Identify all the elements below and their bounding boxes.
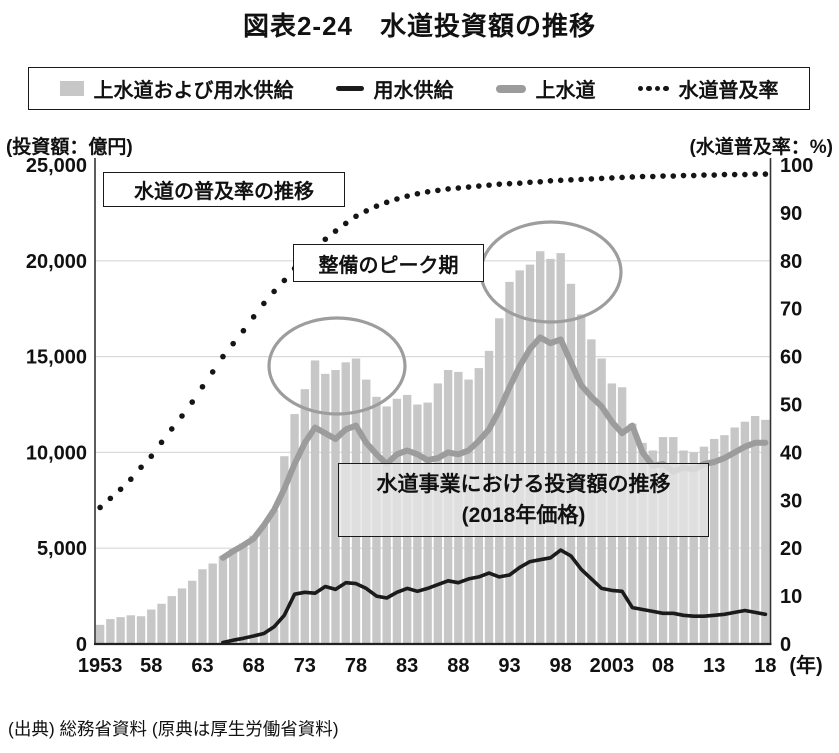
svg-text:58: 58	[140, 655, 162, 677]
annotation-peak-period: 整備のピーク期	[293, 244, 484, 282]
legend-label: 上水道および用水供給	[93, 80, 294, 102]
svg-text:70: 70	[780, 299, 802, 321]
legend-label: 水道普及率	[678, 80, 779, 102]
svg-text:80: 80	[780, 251, 802, 273]
svg-text:93: 93	[498, 655, 520, 677]
svg-text:2003: 2003	[590, 655, 635, 677]
svg-text:20: 20	[780, 538, 802, 560]
right-axis-title: (水道普及率：%)	[689, 137, 833, 158]
svg-text:100: 100	[780, 155, 813, 177]
annotation-investment: 水道事業における投資額の推移 (2018年価格)	[338, 463, 709, 537]
svg-text:63: 63	[191, 655, 213, 677]
legend-item-dotted: 水道普及率	[637, 74, 779, 103]
bar-swatch-icon	[59, 81, 84, 96]
svg-text:20,000: 20,000	[26, 251, 87, 273]
annotation-investment-line1: 水道事業における投資額の推移	[376, 472, 671, 496]
legend-item-bars: 上水道および用水供給	[59, 74, 294, 103]
svg-text:15,000: 15,000	[26, 347, 87, 369]
svg-text:68: 68	[243, 655, 265, 677]
legend-label: 上水道	[535, 80, 596, 102]
svg-text:(年): (年)	[789, 653, 822, 677]
svg-text:60: 60	[780, 347, 802, 369]
legend: 上水道および用水供給 用水供給 上水道 水道普及率	[28, 67, 810, 110]
svg-text:1953: 1953	[78, 655, 123, 677]
svg-text:25,000: 25,000	[26, 155, 87, 177]
legend-label: 用水供給	[373, 80, 454, 102]
legend-item-black-line: 用水供給	[335, 74, 454, 103]
svg-text:50: 50	[780, 395, 802, 417]
svg-text:0: 0	[76, 634, 87, 656]
svg-text:10: 10	[780, 586, 802, 608]
gray-line-swatch-icon	[495, 84, 526, 93]
svg-text:5,000: 5,000	[37, 538, 87, 560]
chart-title: 図表2-24 水道投資額の推移	[242, 11, 597, 41]
dotted-line-swatch-icon	[637, 85, 669, 92]
black-line-swatch-icon	[335, 86, 364, 91]
svg-text:10,000: 10,000	[26, 442, 87, 464]
svg-text:0: 0	[780, 634, 791, 656]
svg-text:18: 18	[754, 655, 776, 677]
svg-text:40: 40	[780, 442, 802, 464]
svg-text:90: 90	[780, 203, 802, 225]
legend-item-gray-line: 上水道	[495, 74, 596, 103]
source-note: (出典) 総務省資料 (原典は厚生労働省資料)	[8, 719, 339, 739]
svg-text:83: 83	[396, 655, 418, 677]
svg-text:88: 88	[447, 655, 469, 677]
annotation-penetration-rate: 水道の普及率の推移	[103, 172, 345, 207]
svg-text:30: 30	[780, 490, 802, 512]
annotation-investment-line2: (2018年価格)	[461, 504, 586, 527]
svg-text:13: 13	[703, 655, 725, 677]
svg-text:78: 78	[345, 655, 367, 677]
left-axis-title: (投資額：億円)	[6, 137, 133, 158]
svg-text:08: 08	[652, 655, 674, 677]
svg-text:73: 73	[294, 655, 316, 677]
svg-text:98: 98	[550, 655, 572, 677]
